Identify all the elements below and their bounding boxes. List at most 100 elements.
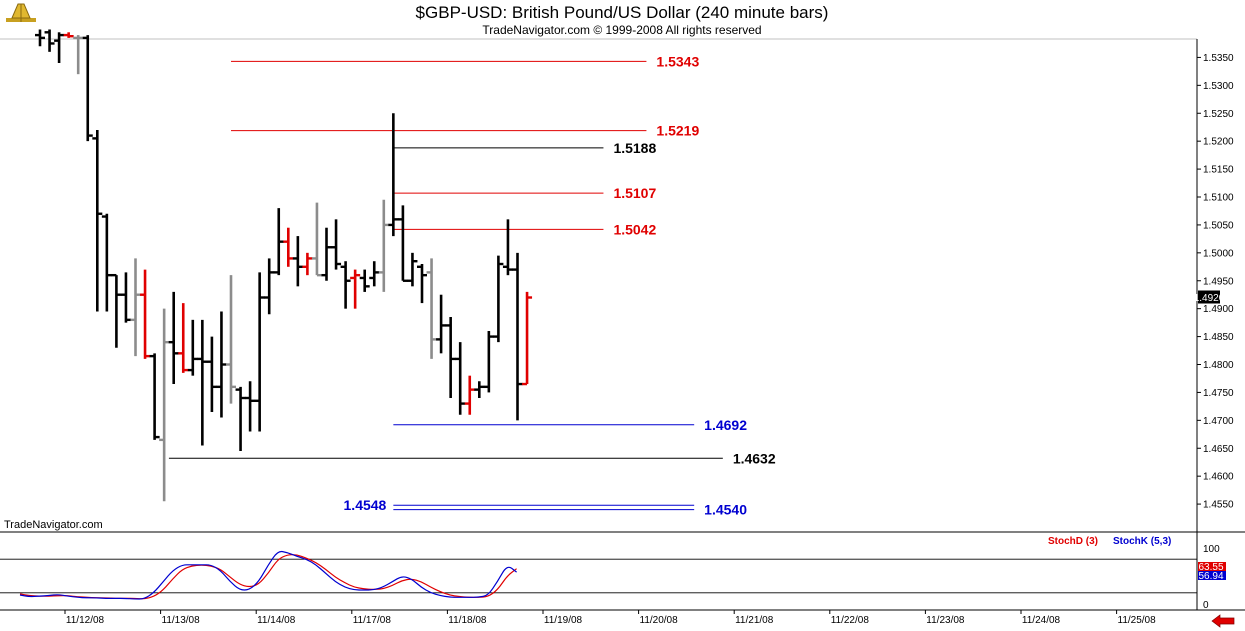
ohlc-bar xyxy=(245,381,256,432)
price-tick-label: 1.4750 xyxy=(1203,388,1234,399)
ohlc-bar xyxy=(388,113,399,237)
time-tick-label: 11/20/08 xyxy=(640,615,679,626)
ohlc-bar xyxy=(73,35,84,75)
ohlc-bar xyxy=(483,331,494,393)
stochastic-indicator: 100 0 xyxy=(0,544,1220,611)
time-tick-label: 11/24/08 xyxy=(1022,615,1061,626)
ohlc-bar xyxy=(197,319,208,446)
ohlc-bar xyxy=(92,130,103,312)
ohlc-bar xyxy=(187,319,198,376)
price-tick-label: 1.5000 xyxy=(1203,248,1234,259)
stoch-last-values: 63.55 56.94 xyxy=(1198,562,1226,582)
price-tick-label: 1.5250 xyxy=(1203,109,1234,120)
ohlc-bar xyxy=(445,317,456,399)
stoch-k-line xyxy=(19,550,517,600)
level-label: 1.5219 xyxy=(656,123,699,139)
ohlc-bar xyxy=(359,269,370,292)
level-label: 1.4540 xyxy=(704,502,747,518)
price-axis: 1.4550 1.4600 1.4650 1.4700 1.4750 1.4800 1.48… xyxy=(1197,53,1234,511)
scroll-right-arrow-icon[interactable] xyxy=(1208,614,1236,628)
ohlc-bar xyxy=(455,342,466,415)
price-bars xyxy=(35,29,533,502)
ohlc-bar xyxy=(407,252,418,287)
level-label: 1.4632 xyxy=(733,450,776,466)
ohlc-bar xyxy=(178,303,189,373)
price-panel xyxy=(0,38,1245,610)
watermark: TradeNavigator.com xyxy=(4,519,103,531)
stoch-k-last: 56.94 xyxy=(1198,571,1223,582)
ohlc-bar xyxy=(63,32,74,38)
level-label: 1.5343 xyxy=(656,53,699,69)
ohlc-bar xyxy=(302,252,313,276)
time-tick-label: 11/21/08 xyxy=(735,615,774,626)
ohlc-bar xyxy=(82,35,93,142)
chart-copyright: TradeNavigator.com © 1999-2008 All right… xyxy=(482,23,761,37)
ohlc-bar xyxy=(426,258,437,359)
ohlc-bar xyxy=(130,258,141,357)
price-tick-label: 1.4600 xyxy=(1203,472,1234,483)
ohlc-bar xyxy=(235,386,246,452)
ohlc-bar xyxy=(474,381,485,399)
ohlc-bar xyxy=(149,353,160,440)
ohlc-bar xyxy=(512,252,523,421)
stoch-tick-label: 0 xyxy=(1203,600,1209,611)
time-tick-label: 11/25/08 xyxy=(1118,615,1157,626)
price-tick-label: 1.4950 xyxy=(1203,276,1234,287)
stoch-tick-label: 100 xyxy=(1203,544,1220,555)
ohlc-bar xyxy=(206,336,217,412)
ohlc-bar xyxy=(417,264,427,304)
ohlc-bar xyxy=(273,208,284,276)
ohlc-bar xyxy=(340,261,351,309)
ohlc-bar xyxy=(159,308,170,502)
time-tick-label: 11/14/08 xyxy=(257,615,296,626)
ohlc-bar xyxy=(397,205,408,282)
ohlc-bar xyxy=(522,291,533,386)
stoch-d-last: 63.55 xyxy=(1198,562,1223,573)
ohlc-bar xyxy=(378,199,389,292)
ohlc-bar xyxy=(101,213,112,312)
ohlc-bar xyxy=(44,29,55,52)
time-tick-label: 11/19/08 xyxy=(544,615,583,626)
price-tick-label: 1.5050 xyxy=(1203,220,1234,231)
ohlc-bar xyxy=(464,375,475,415)
level-label: 1.4692 xyxy=(704,417,747,433)
ohlc-bar xyxy=(283,227,294,267)
price-tick-label: 1.5100 xyxy=(1203,193,1234,204)
time-tick-label: 11/12/08 xyxy=(66,615,105,626)
price-tick-label: 1.4550 xyxy=(1203,500,1234,511)
ohlc-bar xyxy=(331,219,342,270)
price-tick-label: 1.4900 xyxy=(1203,304,1234,315)
time-tick-label: 11/18/08 xyxy=(448,615,487,626)
ohlc-bar xyxy=(140,269,151,359)
time-tick-label: 11/13/08 xyxy=(162,615,201,626)
legend-stoch-k: StochK (5,3) xyxy=(1113,536,1171,547)
last-price-label: 1.4920 xyxy=(1194,293,1225,304)
level-label: 1.5107 xyxy=(613,185,656,201)
ohlc-bar xyxy=(292,236,303,287)
level-label: 1.5188 xyxy=(613,140,656,156)
level-label: 1.5042 xyxy=(613,221,656,237)
ohlc-bar xyxy=(216,311,227,418)
level-label: 1.4548 xyxy=(344,497,387,513)
ohlc-bar xyxy=(254,272,265,432)
price-tick-label: 1.5300 xyxy=(1203,81,1234,92)
price-tick-label: 1.4850 xyxy=(1203,332,1234,343)
ohlc-bar xyxy=(111,273,122,348)
ohlc-bar xyxy=(120,272,131,323)
chart-title: $GBP-USD: British Pound/US Dollar (240 m… xyxy=(416,3,829,22)
price-tick-label: 1.4700 xyxy=(1203,416,1234,427)
ohlc-bar xyxy=(436,294,447,354)
ohlc-bar xyxy=(321,227,332,281)
price-tick-label: 1.5150 xyxy=(1203,165,1234,176)
ohlc-bar xyxy=(493,255,504,343)
ohlc-bar xyxy=(264,258,275,315)
ohlc-bar xyxy=(35,29,45,47)
price-tick-label: 1.4800 xyxy=(1203,360,1234,371)
time-tick-label: 11/17/08 xyxy=(353,615,392,626)
ohlc-bar xyxy=(350,269,361,309)
time-tick-label: 11/23/08 xyxy=(926,615,965,626)
ohlc-bar xyxy=(54,32,65,64)
last-price-marker: 1.4920 xyxy=(1194,290,1225,304)
